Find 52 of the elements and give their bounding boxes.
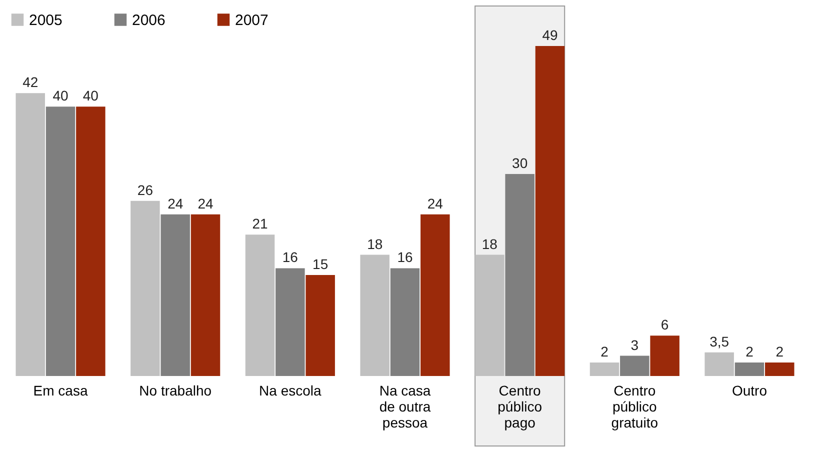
bar <box>390 268 420 376</box>
data-label: 16 <box>282 249 298 266</box>
legend-label: 2005 <box>29 12 62 29</box>
data-label: 21 <box>252 216 268 232</box>
x-tick-label: Em casa <box>33 382 88 398</box>
bar <box>590 362 620 376</box>
x-tick-label: Centro público gratuito <box>611 382 658 430</box>
data-label: 16 <box>397 249 413 266</box>
bar <box>276 268 305 376</box>
data-label: 42 <box>22 74 38 90</box>
x-tick-label: Outro <box>732 382 768 398</box>
bar <box>190 214 220 376</box>
bar <box>765 362 794 376</box>
x-tick-label: Na escola <box>259 382 322 398</box>
bar <box>46 106 76 376</box>
data-label: 2 <box>600 344 609 360</box>
bar <box>475 254 504 376</box>
bar <box>650 336 680 376</box>
data-label: 6 <box>660 316 669 333</box>
bar <box>734 362 764 376</box>
bar <box>160 214 190 376</box>
bar <box>704 352 734 376</box>
x-tick-label: No trabalho <box>139 382 212 398</box>
x-tick-label: Na casa de outra pessoa <box>379 382 431 430</box>
data-label: 2 <box>776 344 784 360</box>
data-label: 40 <box>52 88 69 104</box>
bar <box>420 214 450 376</box>
bar <box>535 46 565 376</box>
data-label: 24 <box>198 195 214 212</box>
bar <box>360 254 390 376</box>
data-label: 18 <box>367 236 383 252</box>
bar <box>505 174 534 376</box>
data-label: 3,5 <box>710 333 730 350</box>
bar <box>306 274 335 376</box>
data-label: 15 <box>312 256 328 272</box>
legend-label: 2006 <box>132 12 166 29</box>
data-label: 24 <box>168 195 184 212</box>
data-label: 3 <box>630 336 639 353</box>
data-label: 18 <box>482 236 498 252</box>
data-label: 49 <box>542 27 558 43</box>
data-label: 24 <box>427 195 444 212</box>
data-label: 40 <box>82 88 99 104</box>
bar <box>76 106 106 376</box>
bar <box>130 200 160 376</box>
bar <box>16 93 45 376</box>
data-label: 26 <box>137 182 154 198</box>
data-label: 30 <box>512 154 528 171</box>
bar <box>245 234 275 376</box>
data-label: 2 <box>746 344 754 360</box>
bar <box>620 356 650 376</box>
x-tick-label: Centro público pago <box>498 382 542 430</box>
legend-label: 2007 <box>235 12 268 29</box>
